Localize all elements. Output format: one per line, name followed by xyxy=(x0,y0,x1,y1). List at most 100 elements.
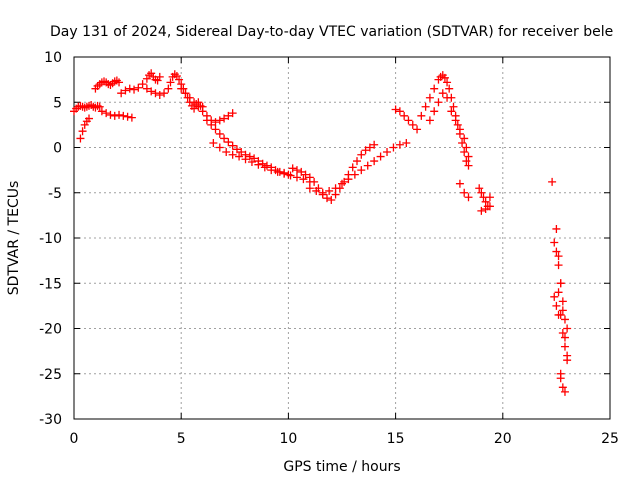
data-point xyxy=(164,84,173,93)
data-point xyxy=(485,193,494,202)
data-point xyxy=(481,197,490,206)
data-point xyxy=(254,160,263,169)
data-point xyxy=(267,166,276,175)
data-point xyxy=(445,84,454,93)
axis-ticks: 0 5 10 15 20 25 10 5 0 -5 -10 -15 -20 -25 -30 xyxy=(39,50,619,447)
data-point xyxy=(106,110,115,119)
data-point xyxy=(430,107,439,116)
data-point xyxy=(425,116,434,125)
data-point xyxy=(556,279,565,288)
chart-title: Day 131 of 2024, Sidereal Day-to-day VTE… xyxy=(50,24,613,40)
data-point xyxy=(237,148,246,157)
data-point xyxy=(284,170,293,179)
data-point xyxy=(215,129,224,138)
x-tick-label: 0 xyxy=(70,431,79,447)
data-point xyxy=(145,71,154,80)
y-tick-label: -30 xyxy=(39,412,62,428)
data-point xyxy=(451,116,460,125)
data-point xyxy=(138,80,147,89)
x-tick-label: 20 xyxy=(494,431,512,447)
data-point xyxy=(558,329,567,338)
data-point xyxy=(391,105,400,114)
data-point xyxy=(485,202,494,211)
y-tick-label: 0 xyxy=(53,141,62,157)
data-point xyxy=(325,186,334,195)
data-point xyxy=(160,89,169,98)
data-point xyxy=(460,188,469,197)
data-point xyxy=(318,188,327,197)
data-point xyxy=(560,315,569,324)
data-point xyxy=(232,145,241,154)
data-point xyxy=(97,107,106,116)
data-point xyxy=(477,188,486,197)
data-point xyxy=(447,107,456,116)
data-point xyxy=(558,297,567,306)
data-point xyxy=(292,173,301,182)
data-point xyxy=(344,175,353,184)
data-point xyxy=(402,138,411,147)
data-point xyxy=(166,78,175,87)
data-point xyxy=(85,114,94,123)
data-point xyxy=(224,138,233,147)
data-point xyxy=(353,157,362,166)
data-point xyxy=(153,76,162,85)
data-point xyxy=(110,111,119,120)
data-point xyxy=(558,383,567,392)
data-point xyxy=(260,163,269,172)
chart-grid xyxy=(74,57,610,419)
data-point xyxy=(400,111,409,120)
data-point xyxy=(395,140,404,149)
data-point xyxy=(185,93,194,102)
data-point xyxy=(550,238,559,247)
data-point xyxy=(477,206,486,215)
data-point xyxy=(215,116,224,125)
data-point xyxy=(408,120,417,129)
data-point xyxy=(142,74,151,83)
data-point xyxy=(297,167,306,176)
data-point xyxy=(147,87,156,96)
data-point xyxy=(207,120,216,129)
data-point xyxy=(310,177,319,186)
data-point xyxy=(211,125,220,134)
data-point xyxy=(383,148,392,157)
data-point xyxy=(413,125,422,134)
data-point xyxy=(292,166,301,175)
y-tick-label: -10 xyxy=(39,231,62,247)
data-point xyxy=(125,84,134,93)
data-point xyxy=(273,167,282,176)
data-point xyxy=(245,152,254,161)
x-axis-label: GPS time / hours xyxy=(283,459,400,475)
x-tick-label: 15 xyxy=(387,431,405,447)
data-point xyxy=(181,89,190,98)
data-point xyxy=(434,98,443,107)
data-point xyxy=(119,111,128,120)
data-point xyxy=(130,85,139,94)
y-axis-label: SDTVAR / TECUs xyxy=(6,181,22,296)
data-point xyxy=(85,101,94,110)
y-tick-label: -15 xyxy=(39,276,62,292)
data-point xyxy=(121,86,130,95)
data-point xyxy=(305,173,314,182)
data-point xyxy=(142,84,151,93)
data-point xyxy=(552,247,561,256)
data-point xyxy=(453,120,462,129)
data-point xyxy=(458,138,467,147)
data-point xyxy=(560,333,569,342)
data-point xyxy=(220,114,229,123)
data-point xyxy=(455,179,464,188)
data-point xyxy=(198,107,207,116)
data-point xyxy=(552,224,561,233)
data-point xyxy=(241,155,250,164)
data-point xyxy=(389,143,398,152)
data-point xyxy=(222,148,231,157)
data-point xyxy=(438,89,447,98)
data-point xyxy=(211,118,220,127)
data-point xyxy=(123,112,132,121)
data-point xyxy=(550,292,559,301)
data-point xyxy=(262,161,271,170)
data-point xyxy=(175,75,184,84)
data-point xyxy=(481,205,490,214)
data-point xyxy=(365,143,374,152)
data-point xyxy=(235,152,244,161)
